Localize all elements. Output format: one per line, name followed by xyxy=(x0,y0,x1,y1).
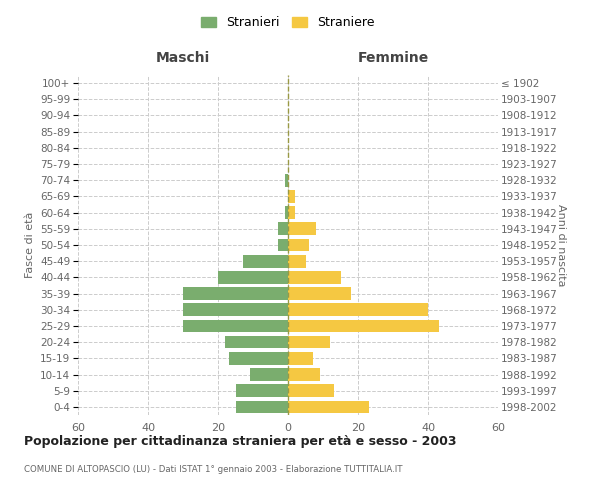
Bar xyxy=(183,288,288,300)
Bar xyxy=(288,352,313,364)
Bar xyxy=(288,288,351,300)
Bar xyxy=(229,352,288,364)
Bar xyxy=(288,255,305,268)
Bar xyxy=(288,368,320,381)
Bar xyxy=(225,336,288,348)
Y-axis label: Fasce di età: Fasce di età xyxy=(25,212,35,278)
Bar xyxy=(242,255,288,268)
Bar xyxy=(250,368,288,381)
Bar xyxy=(288,320,439,332)
Bar xyxy=(288,222,316,235)
Text: Popolazione per cittadinanza straniera per età e sesso - 2003: Popolazione per cittadinanza straniera p… xyxy=(24,435,457,448)
Bar xyxy=(218,271,288,283)
Bar xyxy=(235,384,288,397)
Bar xyxy=(288,400,368,413)
Y-axis label: Anni di nascita: Anni di nascita xyxy=(556,204,566,286)
Bar xyxy=(183,304,288,316)
Bar xyxy=(288,190,295,202)
Bar xyxy=(284,206,288,219)
Bar xyxy=(288,384,334,397)
Text: Maschi: Maschi xyxy=(156,51,210,65)
Text: Femmine: Femmine xyxy=(358,51,428,65)
Bar xyxy=(288,271,341,283)
Bar xyxy=(288,336,330,348)
Bar xyxy=(284,174,288,186)
Bar xyxy=(235,400,288,413)
Bar xyxy=(288,238,309,252)
Text: COMUNE DI ALTOPASCIO (LU) - Dati ISTAT 1° gennaio 2003 - Elaborazione TUTTITALIA: COMUNE DI ALTOPASCIO (LU) - Dati ISTAT 1… xyxy=(24,465,403,474)
Bar xyxy=(277,238,288,252)
Bar xyxy=(288,206,295,219)
Bar xyxy=(183,320,288,332)
Bar xyxy=(277,222,288,235)
Bar xyxy=(288,304,428,316)
Legend: Stranieri, Straniere: Stranieri, Straniere xyxy=(196,11,380,34)
